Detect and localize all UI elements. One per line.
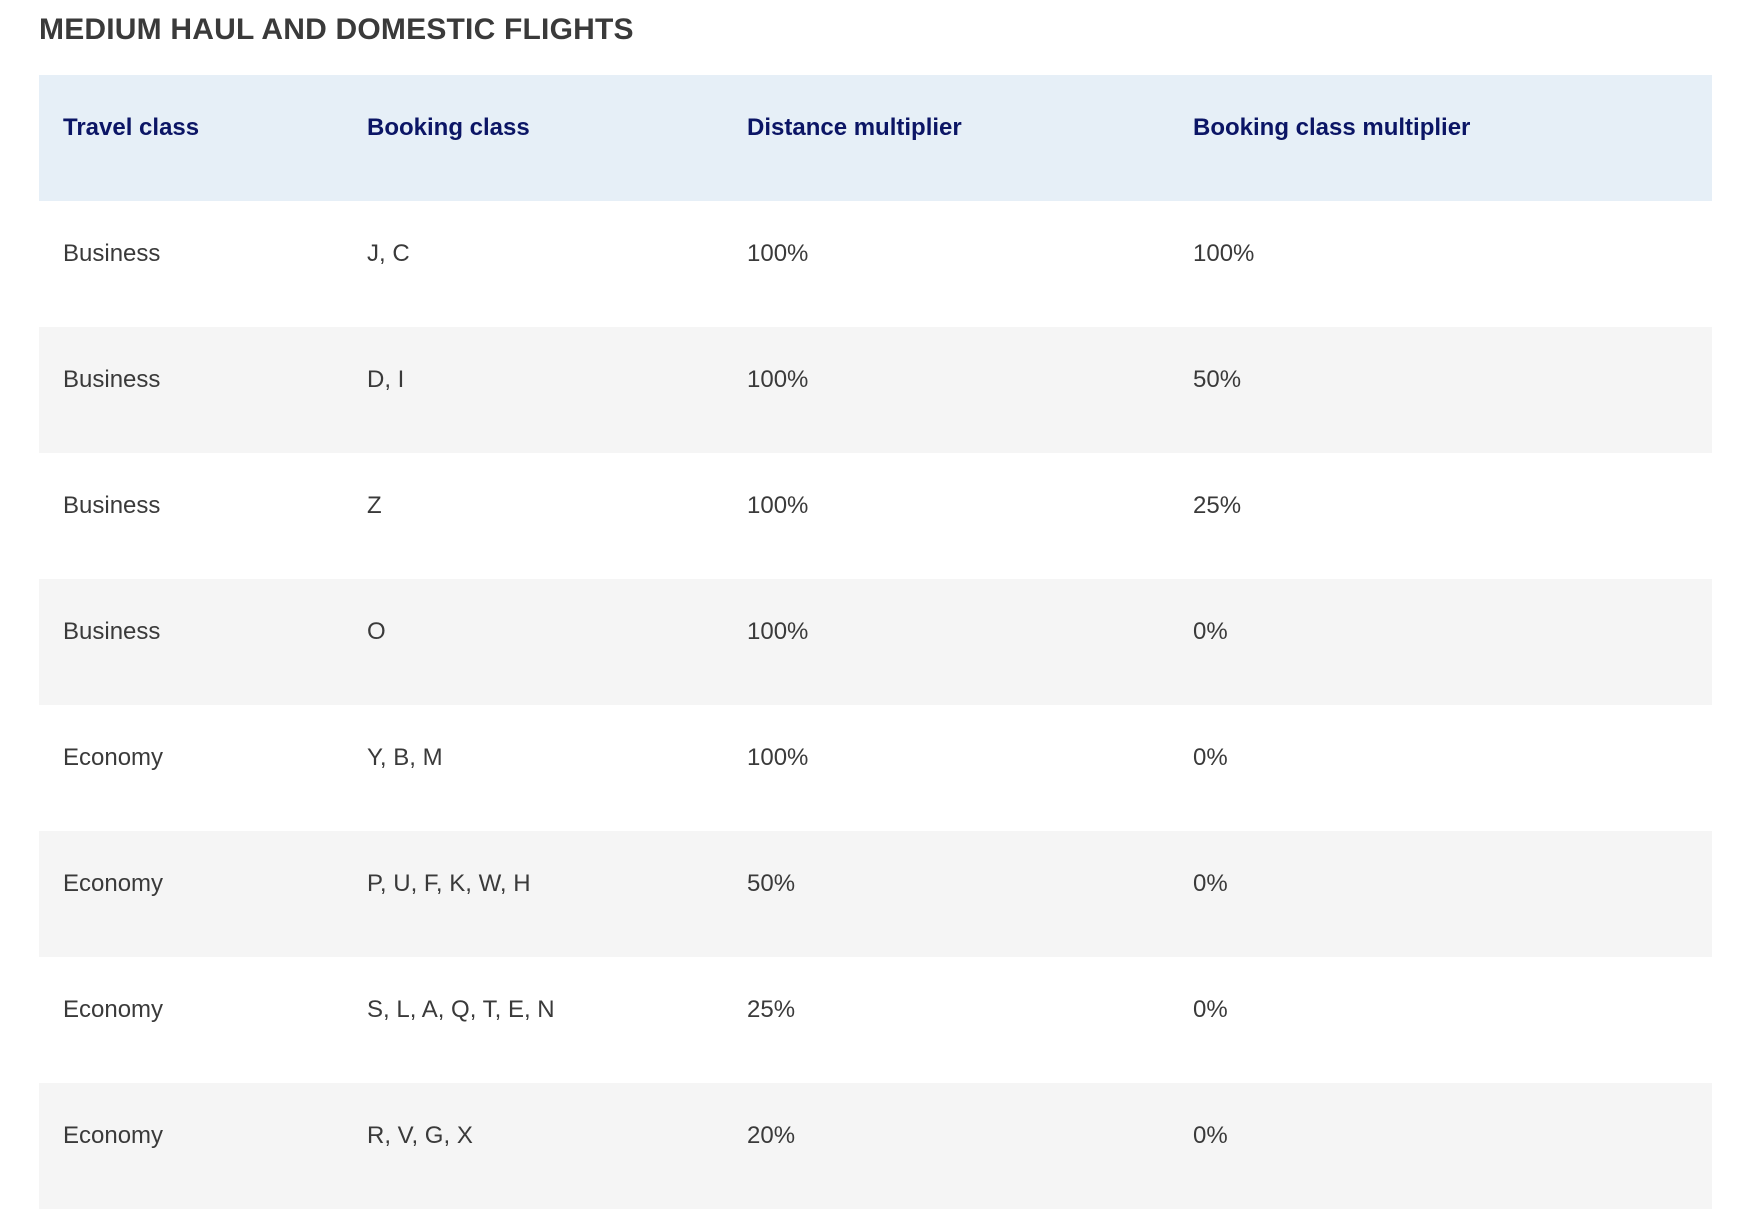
cell-booking-class-multiplier: 100% [1193, 240, 1255, 267]
cell-booking-class: J, C [367, 240, 410, 267]
cell-travel-class: Economy [63, 870, 164, 897]
cell-travel-class: Business [63, 618, 161, 645]
table-row: Economy P, U, F, K, W, H 50% 0% [39, 831, 1712, 957]
cell-distance-multiplier: 100% [747, 744, 809, 771]
table-row: Economy Y, B, M 100% 0% [39, 705, 1712, 831]
cell-booking-class: Z [367, 492, 382, 519]
cell-distance-multiplier: 20% [747, 1122, 796, 1149]
cell-booking-class-multiplier: 0% [1193, 870, 1228, 897]
cell-travel-class: Business [63, 492, 161, 519]
cell-distance-multiplier: 100% [747, 618, 809, 645]
cell-travel-class: Economy [63, 996, 164, 1023]
header-travel-class: Travel class [63, 114, 200, 141]
fare-multiplier-table: Travel class Booking class Distance mult… [39, 75, 1712, 1209]
table-row: Business J, C 100% 100% [39, 201, 1712, 327]
cell-travel-class: Business [63, 240, 161, 267]
table-header-row: Travel class Booking class Distance mult… [39, 75, 1712, 201]
table-row: Economy R, V, G, X 20% 0% [39, 1083, 1712, 1209]
cell-booking-class-multiplier: 0% [1193, 618, 1228, 645]
header-distance-multiplier: Distance multiplier [747, 114, 962, 141]
table-header: Travel class Booking class Distance mult… [39, 75, 1712, 201]
cell-booking-class: D, I [367, 366, 405, 393]
cell-booking-class: P, U, F, K, W, H [367, 870, 531, 897]
cell-travel-class: Economy [63, 1122, 164, 1149]
cell-distance-multiplier: 100% [747, 366, 809, 393]
cell-booking-class-multiplier: 50% [1193, 366, 1242, 393]
cell-travel-class: Economy [63, 744, 164, 771]
header-booking-class-multiplier: Booking class multiplier [1193, 114, 1471, 141]
cell-distance-multiplier: 100% [747, 240, 809, 267]
cell-distance-multiplier: 50% [747, 870, 796, 897]
cell-booking-class: Y, B, M [367, 744, 443, 771]
cell-booking-class: O [367, 618, 386, 645]
table-row: Business D, I 100% 50% [39, 327, 1712, 453]
table-body: Business J, C 100% 100% Business D, I 10… [39, 201, 1712, 1209]
cell-travel-class: Business [63, 366, 161, 393]
header-booking-class: Booking class [367, 114, 530, 141]
cell-distance-multiplier: 100% [747, 492, 809, 519]
table-row: Economy S, L, A, Q, T, E, N 25% 0% [39, 957, 1712, 1083]
page-title: MEDIUM HAUL AND DOMESTIC FLIGHTS [39, 13, 634, 46]
cell-booking-class-multiplier: 0% [1193, 1122, 1228, 1149]
cell-distance-multiplier: 25% [747, 996, 796, 1023]
cell-booking-class: S, L, A, Q, T, E, N [367, 996, 555, 1023]
cell-booking-class: R, V, G, X [367, 1122, 473, 1149]
table-row: Business O 100% 0% [39, 579, 1712, 705]
cell-booking-class-multiplier: 0% [1193, 744, 1228, 771]
cell-booking-class-multiplier: 0% [1193, 996, 1228, 1023]
table-row: Business Z 100% 25% [39, 453, 1712, 579]
cell-booking-class-multiplier: 25% [1193, 492, 1242, 519]
